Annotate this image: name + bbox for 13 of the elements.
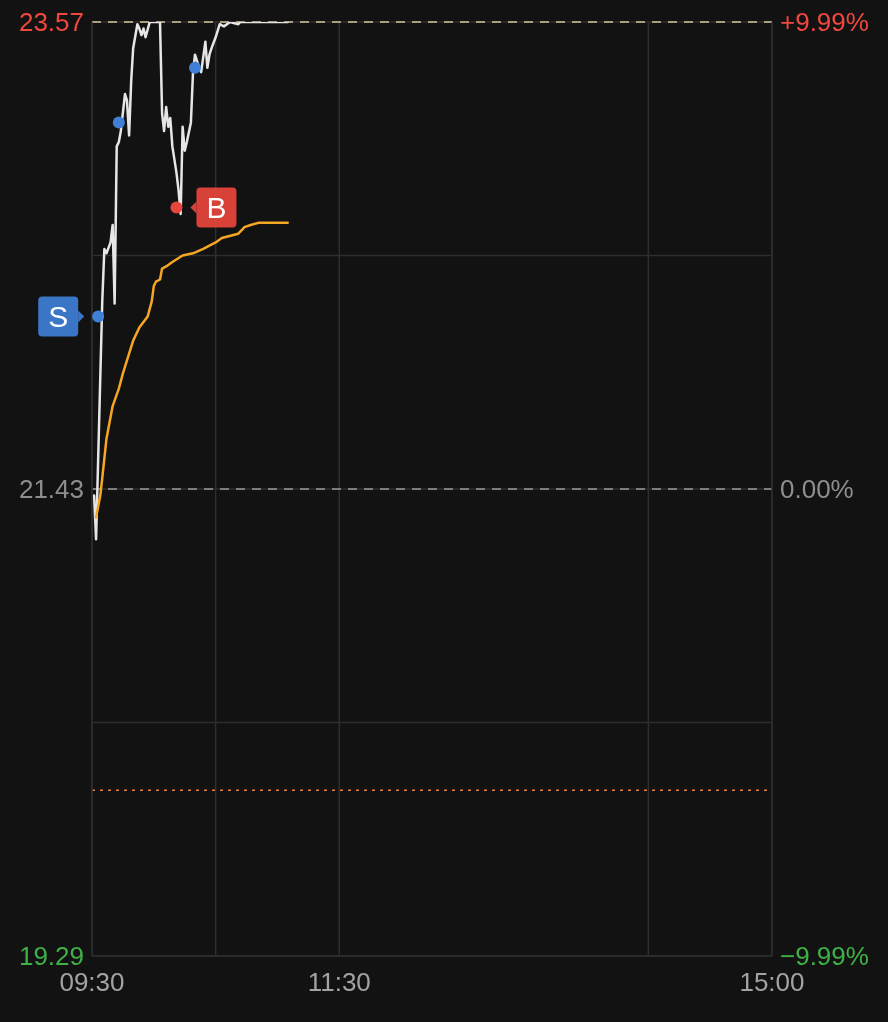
point [188, 61, 201, 74]
point [170, 201, 183, 214]
annotation: S [48, 300, 69, 334]
point [112, 116, 125, 129]
line-series [94, 221, 289, 519]
point [92, 310, 105, 323]
y2-tick-label: +9.99% [780, 7, 869, 38]
x-tick-label: 11:30 [307, 967, 371, 998]
annotation: B [206, 191, 227, 225]
y2-tick-label: 0.00% [780, 474, 854, 505]
y-tick-label: 23.57 [18, 7, 84, 38]
y-tick-label: 21.43 [18, 474, 84, 505]
line-series [92, 22, 289, 541]
